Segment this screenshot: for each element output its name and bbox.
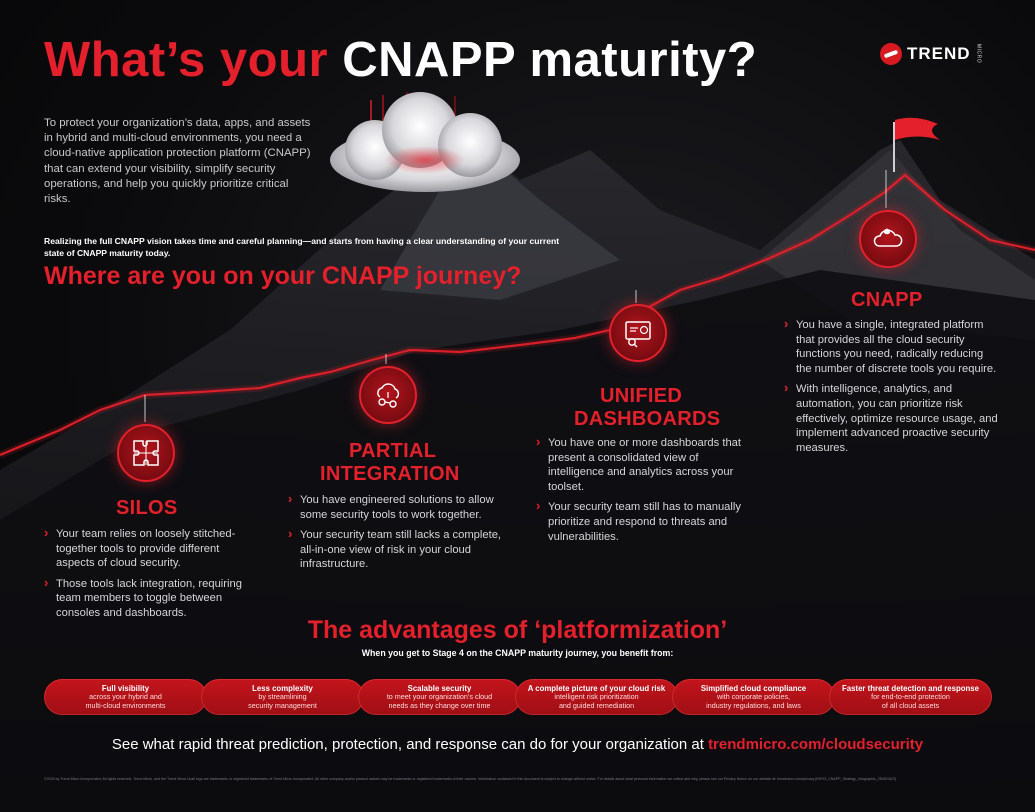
list-item: Your security team still has to manually…	[536, 499, 751, 544]
cloudsecurity-link[interactable]: trendmicro.com/cloudsecurity	[708, 736, 924, 753]
advantage-pill-faster-detection: Faster threat detection and response for…	[829, 679, 992, 715]
stage-unified-title-1: UNIFIED	[600, 385, 683, 407]
summit-flag-icon	[893, 117, 940, 172]
cloud-graphic	[330, 92, 520, 192]
advantage-pill-scalable-security: Scalable security to meet your organizat…	[358, 679, 521, 715]
list-item: You have one or more dashboards that pre…	[536, 435, 751, 494]
advantage-pill-simplified-compliance: Simplified cloud compliance with corpora…	[672, 679, 835, 715]
call-to-action: See what rapid threat prediction, protec…	[111, 736, 924, 753]
stage-cnapp-bullets: You have a single, integrated platform t…	[784, 317, 999, 461]
stage-unified-bullets: You have one or more dashboards that pre…	[536, 435, 751, 550]
t-ball-logo-icon	[880, 43, 902, 65]
page-title: What’s your CNAPP maturity?	[44, 33, 758, 87]
dashboard-icon	[625, 321, 651, 348]
list-item: Your security team still lacks a complet…	[288, 527, 513, 572]
mountain-front	[0, 270, 1035, 812]
advantages-title: The advantages of ‘platformization’	[307, 616, 728, 644]
list-item: Those tools lack integration, requiring …	[44, 576, 259, 621]
advantage-pill-complete-picture: A complete picture of your cloud risk in…	[515, 679, 678, 715]
advantage-pill-less-complexity: Less complexity by streamlining security…	[201, 679, 364, 715]
legal-footer: ©2025 by Trend Micro Incorporated. All r…	[44, 777, 896, 781]
advantages-row: Full visibility across your hybrid and m…	[44, 679, 992, 715]
advantages-subtitle: When you get to Stage 4 on the CNAPP mat…	[361, 648, 674, 658]
list-item: You have engineered solutions to allow s…	[288, 492, 513, 522]
list-item: You have a single, integrated platform t…	[784, 317, 999, 376]
stage-cnapp-badge	[859, 210, 917, 268]
cloud-shield-icon	[873, 228, 903, 247]
trend-micro-logo: TREND MICRO	[880, 43, 982, 65]
mountain-peak-left	[380, 140, 620, 300]
stage-partial-title-2: INTEGRATION	[320, 463, 460, 485]
list-item: With intelligence, analytics, and automa…	[784, 381, 999, 455]
list-item: Your team relies on loosely stitched-tog…	[44, 526, 259, 571]
stage-silos-bullets: Your team relies on loosely stitched-tog…	[44, 526, 259, 627]
journey-heading: Where are you on your CNAPP journey?	[44, 262, 522, 290]
stage-partial-title-1: PARTIAL	[349, 440, 437, 462]
advantage-pill-full-visibility: Full visibility across your hybrid and m…	[44, 679, 207, 715]
stage-unified-dashboards-badge	[609, 304, 667, 362]
stage-partial-bullets: You have engineered solutions to allow s…	[288, 492, 513, 578]
realize-paragraph: Realizing the full CNAPP vision takes ti…	[44, 236, 560, 258]
stage-silos-badge	[117, 424, 175, 482]
stage-unified-title-2: DASHBOARDS	[574, 408, 721, 430]
stage-cnapp-title: CNAPP	[851, 289, 923, 311]
stage-partial-integration-badge	[359, 366, 417, 424]
stage-silos-title: SILOS	[116, 497, 178, 519]
journey-line	[0, 173, 1035, 457]
intro-paragraph: To protect your organization’s data, app…	[44, 117, 311, 206]
cloud-network-icon	[377, 383, 400, 408]
puzzle-icon	[133, 440, 159, 466]
